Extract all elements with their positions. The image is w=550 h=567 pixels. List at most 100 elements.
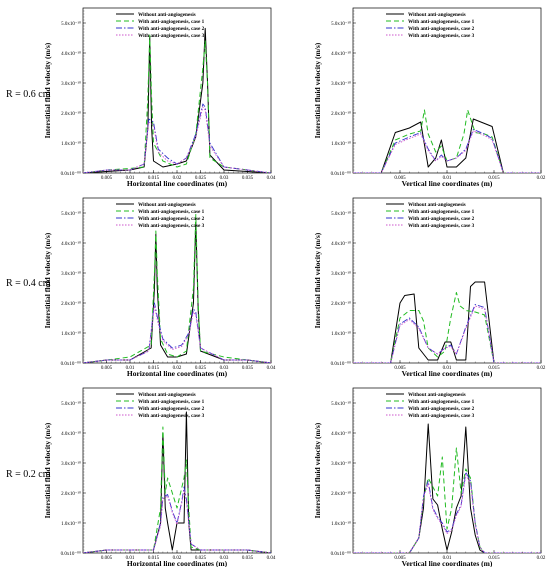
- series-line-without: [83, 27, 271, 173]
- legend-entry-case3: With anti-angiogenesis, case 3: [138, 223, 205, 229]
- y-tick-label: 0.0x10⁻⁰⁰: [331, 171, 351, 177]
- series-line-without: [83, 221, 271, 363]
- x-tick-label: 0.005: [101, 556, 113, 561]
- y-tick-label: 4.0x10⁻¹⁰: [61, 51, 81, 57]
- legend-entry-case1: With anti-angiogenesis, case 1: [138, 209, 205, 215]
- x-tick-label: 0.015: [488, 366, 500, 371]
- x-axis-label: Horizontal line coordinates (m): [127, 369, 228, 378]
- x-tick-label: 0.02: [173, 556, 182, 561]
- y-tick-label: 1.0x10⁻¹⁰: [331, 521, 351, 527]
- y-tick-label: 1.0x10⁻¹⁰: [61, 141, 81, 147]
- x-tick-label: 0.005: [394, 176, 406, 181]
- legend-entry-without: Without anti-angiogenesis: [408, 392, 466, 398]
- y-tick-label: 0.0x10⁻⁰⁰: [331, 361, 351, 367]
- legend-entry-case1: With anti-angiogenesis, case 1: [408, 209, 475, 215]
- x-tick-label: 0.02: [537, 366, 546, 371]
- series-line-case3: [83, 489, 271, 553]
- y-tick-label: 3.0x10⁻¹⁰: [331, 461, 351, 467]
- y-tick-label: 2.0x10⁻¹⁰: [331, 301, 351, 307]
- y-tick-label: 0.0x10⁻⁰⁰: [61, 171, 81, 177]
- legend-entry-without: Without anti-angiogenesis: [408, 202, 466, 208]
- legend-entry-case3: With anti-angiogenesis, case 3: [408, 223, 475, 229]
- series-line-case3: [353, 474, 541, 553]
- x-tick-label: 0.02: [173, 176, 182, 181]
- y-tick-label: 4.0x10⁻¹⁰: [61, 431, 81, 437]
- chart-panel-5: 0.005 0.01 0.015 0.02 0.0x10⁻⁰⁰ 1.0x10⁻¹⁰ 2.0x…: [313, 387, 546, 567]
- series-line-without: [353, 423, 541, 553]
- y-tick-label: 2.0x10⁻¹⁰: [331, 111, 351, 117]
- row-label-r06: R = 0.6 cm: [6, 89, 51, 100]
- legend-entry-case1: With anti-angiogenesis, case 1: [408, 399, 475, 405]
- legend-entry-without: Without anti-angiogenesis: [138, 202, 196, 208]
- x-tick-label: 0.02: [537, 556, 546, 561]
- y-axis-label: Interstitial fluid velocity (m/s): [313, 42, 322, 138]
- x-tick-label: 0.005: [394, 366, 406, 371]
- y-tick-label: 4.0x10⁻¹⁰: [61, 241, 81, 247]
- chart-panel-0: 0.005 0.01 0.015 0.02 0.025 0.03 0.035 0.04 0.0x…: [43, 7, 276, 188]
- series-line-case3: [83, 305, 271, 363]
- series-line-case2: [353, 129, 541, 173]
- x-tick-label: 0.015: [148, 556, 160, 561]
- y-tick-label: 1.0x10⁻¹⁰: [61, 331, 81, 337]
- y-tick-label: 0.0x10⁻⁰⁰: [61, 361, 81, 367]
- y-tick-label: 5.0x10⁻¹⁰: [331, 21, 351, 27]
- y-tick-label: 1.0x10⁻¹⁰: [61, 521, 81, 527]
- y-tick-label: 5.0x10⁻¹⁰: [331, 401, 351, 407]
- series-line-case2: [353, 304, 541, 363]
- y-axis-label: Interstitial fluid velocity (m/s): [43, 232, 52, 328]
- legend-entry-case1: With anti-angiogenesis, case 1: [138, 19, 205, 25]
- x-tick-label: 0.015: [488, 556, 500, 561]
- x-tick-label: 0.03: [220, 366, 229, 371]
- y-tick-label: 5.0x10⁻¹⁰: [331, 211, 351, 217]
- series-line-case2: [353, 471, 541, 553]
- y-tick-label: 3.0x10⁻¹⁰: [61, 271, 81, 277]
- y-axis-label: Interstitial fluid velocity (m/s): [43, 422, 52, 518]
- x-axis-label: Vertical line coordinates (m): [402, 559, 493, 567]
- y-tick-label: 4.0x10⁻¹⁰: [331, 51, 351, 57]
- x-tick-label: 0.04: [267, 176, 276, 181]
- y-axis-label: Interstitial fluid velocity (m/s): [313, 422, 322, 518]
- x-tick-label: 0.015: [148, 366, 160, 371]
- y-tick-label: 4.0x10⁻¹⁰: [331, 241, 351, 247]
- legend-entry-case3: With anti-angiogenesis, case 3: [408, 413, 475, 419]
- y-tick-label: 2.0x10⁻¹⁰: [61, 301, 81, 307]
- x-tick-label: 0.035: [242, 366, 254, 371]
- x-axis-label: Horizontal line coordinates (m): [127, 179, 228, 188]
- chart-panel-3: 0.005 0.01 0.015 0.02 0.0x10⁻⁰⁰ 1.0x10⁻¹⁰ 2.0x…: [313, 197, 546, 378]
- y-tick-label: 3.0x10⁻¹⁰: [331, 81, 351, 87]
- chart-panel-4: 0.005 0.01 0.015 0.02 0.025 0.03 0.035 0.04 0.0x…: [43, 387, 276, 567]
- y-tick-label: 5.0x10⁻¹⁰: [61, 21, 81, 27]
- y-tick-label: 4.0x10⁻¹⁰: [331, 431, 351, 437]
- legend-entry-case3: With anti-angiogenesis, case 3: [408, 33, 475, 39]
- row-label-r02: R = 0.2 cm: [6, 469, 51, 480]
- x-tick-label: 0.005: [394, 556, 406, 561]
- series-line-case1: [353, 292, 541, 363]
- legend-entry-case2: With anti-angiogenesis, case 2: [408, 216, 475, 222]
- y-axis-label: Interstitial fluid velocity (m/s): [43, 42, 52, 138]
- x-tick-label: 0.005: [101, 366, 113, 371]
- x-tick-label: 0.03: [220, 556, 229, 561]
- y-tick-label: 1.0x10⁻¹⁰: [331, 141, 351, 147]
- series-line-case2: [83, 103, 271, 173]
- legend-entry-case2: With anti-angiogenesis, case 2: [408, 26, 475, 32]
- legend-entry-case1: With anti-angiogenesis, case 1: [408, 19, 475, 25]
- y-tick-label: 5.0x10⁻¹⁰: [61, 211, 81, 217]
- series-line-case1: [83, 214, 271, 363]
- x-tick-label: 0.035: [242, 176, 254, 181]
- series-line-without: [83, 411, 271, 553]
- y-tick-label: 0.0x10⁻⁰⁰: [61, 551, 81, 557]
- series-line-case3: [83, 106, 271, 173]
- series-line-case1: [83, 426, 271, 553]
- x-axis-label: Vertical line coordinates (m): [402, 369, 493, 378]
- legend-entry-case3: With anti-angiogenesis, case 3: [138, 413, 205, 419]
- x-tick-label: 0.015: [488, 176, 500, 181]
- series-line-case3: [353, 130, 541, 173]
- x-tick-label: 0.005: [101, 176, 113, 181]
- y-tick-label: 2.0x10⁻¹⁰: [61, 111, 81, 117]
- x-tick-label: 0.025: [195, 556, 207, 561]
- legend-entry-case1: With anti-angiogenesis, case 1: [138, 399, 205, 405]
- x-tick-label: 0.04: [267, 556, 276, 561]
- legend-entry-case3: With anti-angiogenesis, case 3: [138, 33, 205, 39]
- legend-entry-without: Without anti-angiogenesis: [408, 12, 466, 18]
